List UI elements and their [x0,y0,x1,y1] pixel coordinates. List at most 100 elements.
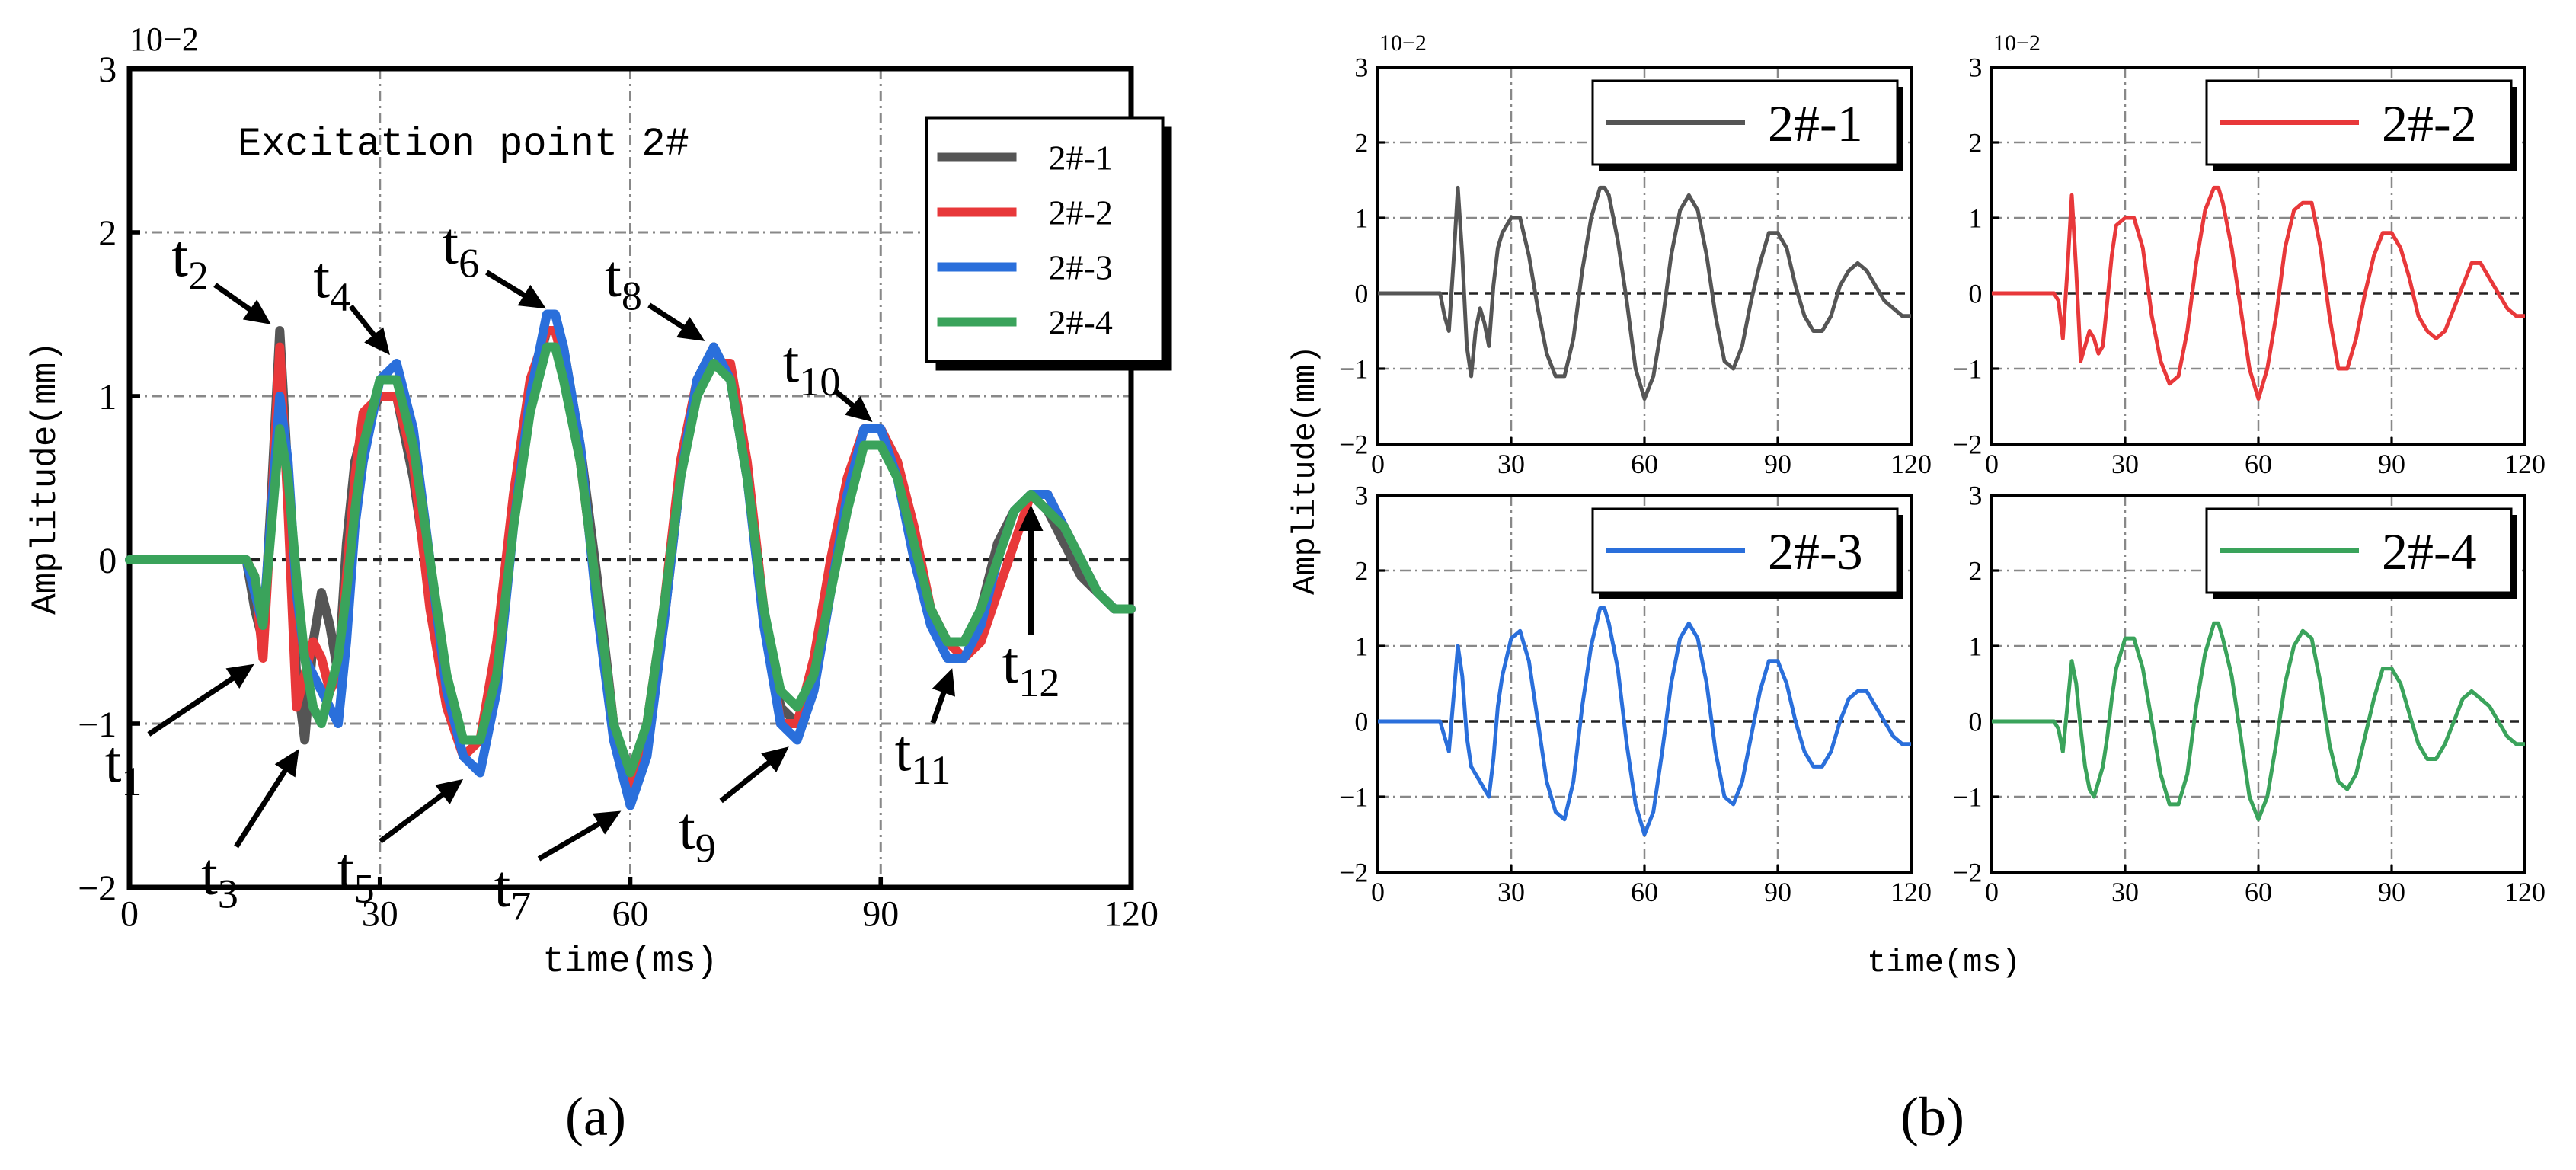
y-tick-label: 0 [1354,707,1368,737]
x-tick-label: 0 [1985,449,1999,479]
y-tick-label: 0 [1354,279,1368,309]
legend-label: 2#-2 [1049,193,1113,232]
subplot-series-line [1992,185,2525,401]
legend-label: 2#-3 [1768,523,1863,580]
x-tick-label: 90 [2378,877,2405,907]
x-tick-label: 60 [2245,877,2272,907]
annotation-arrow [485,270,531,301]
y-tick-label: 0 [1968,707,1982,737]
y-tick-label: −2 [1339,858,1368,888]
x-tick-label: 0 [1371,877,1385,907]
x-tick-label: 30 [1497,877,1525,907]
annotation-arrowhead [761,746,789,772]
x-tick-label: 60 [2245,449,2272,479]
y-tick-label: 3 [1354,53,1368,83]
subplot-2#-3: 0 30 60 90 120 −2 −1 0 1 2 3 2#-3 [1339,481,1932,907]
annotation-label-t8: t8 [605,243,642,319]
y-tick-label: 3 [1968,481,1982,511]
annotation-label-t10: t10 [783,328,841,404]
y-tick-label: 1 [1354,631,1368,662]
annotation-arrow [930,686,948,724]
subplot-2#-2: 0 30 60 90 120 −2 −1 0 1 2 3 10−2 2#-2 [1953,30,2546,479]
y-tick-label: 2 [1968,556,1982,587]
subplot-series-line [1378,606,1911,836]
y-exponent: 10−2 [1993,30,2041,56]
x-tick-label: 90 [2378,449,2405,479]
annotation-arrow [647,302,690,333]
subplot-2#-4: 0 30 60 90 120 −2 −1 0 1 2 3 2#-4 [1953,481,2546,907]
y-tick-label: 1 [1968,631,1982,662]
x-tick-label: 90 [862,893,899,934]
x-tick-label: 30 [2111,877,2139,907]
annotation-arrowhead [592,810,622,835]
legend-label: 2#-3 [1049,248,1113,287]
annotation-label-t7: t7 [494,853,532,929]
x-tick-label: 120 [2504,449,2546,479]
annotation-label-t5: t5 [337,836,375,912]
y-tick-label: 0 [1968,279,1982,309]
annotation-arrow [147,673,239,737]
y-axis-label: Amplitude(mm) [26,341,66,615]
y-tick-label: 1 [1968,203,1982,234]
x-tick-label: 0 [1985,877,1999,907]
y-tick-label: 1 [98,377,117,417]
annotation-arrowhead [435,778,464,805]
annotation-label-t2: t2 [171,222,209,299]
x-axis-label: time(ms) [542,941,718,983]
x-tick-label: 90 [1764,877,1791,907]
y-tick-label: −2 [78,868,117,909]
annotation-label-t12: t12 [1002,629,1060,705]
y-tick-label: −2 [1339,430,1368,460]
subplot-series-line [1378,185,1911,401]
annotation-arrow [379,788,449,844]
y-tick-label: −1 [78,705,117,745]
x-tick-label: 60 [612,893,649,934]
x-tick-label: 30 [1497,449,1525,479]
annotation-arrow [537,818,606,862]
x-tick-label: 90 [1764,449,1791,479]
x-tick-label: 120 [2504,877,2546,907]
subplot-series-line [1992,621,2525,822]
annotation-arrowhead [676,316,705,341]
annotation-arrowhead [932,668,955,697]
panel-a: 0 30 60 90 120 −2 −1 0 1 2 3 10−2 time(ms) Amplitude(… [26,21,1172,983]
y-tick-label: 3 [1968,53,1982,83]
y-tick-label: 3 [98,50,117,90]
annotation-arrowhead [517,284,546,309]
y-tick-label: −1 [1339,782,1368,813]
caption-b: (b) [1900,1086,1964,1147]
caption-a: (a) [565,1086,626,1147]
x-tick-label: 120 [1104,893,1159,934]
y-tick-label: 1 [1354,203,1368,234]
x-tick-label: 30 [362,893,398,934]
annotation-arrowhead [274,749,299,778]
y-tick-label: −1 [1953,354,1982,385]
legend: 2#-1 2#-2 2#-3 2#-4 [925,116,1172,371]
annotation-label-t6: t6 [442,210,479,286]
legend-label: 2#-2 [2382,94,2477,152]
annotation-arrow [234,764,291,849]
annotation-arrowhead [845,395,873,423]
x-tick-label: 0 [120,893,139,934]
annotation-label-t3: t3 [201,841,238,917]
y-tick-label: −1 [1953,782,1982,813]
y-exponent: 10−2 [129,21,199,58]
subplot-2#-1: 0 30 60 90 120 −2 −1 0 1 2 3 10−2 2#-1 [1339,30,1932,479]
legend-label: 2#-1 [1768,94,1863,152]
annotation-arrow [213,283,257,315]
y-tick-label: −2 [1953,430,1982,460]
x-tick-label: 60 [1631,877,1658,907]
y-tick-label: 2 [1354,128,1368,158]
x-tick-label: 30 [2111,449,2139,479]
annotation-label-t1: t1 [105,728,142,804]
y-tick-label: 2 [1968,128,1982,158]
annotation-arrowhead [364,327,390,356]
x-tick-label: 0 [1371,449,1385,479]
y-tick-label: 2 [1354,556,1368,587]
y-tick-label: −2 [1953,858,1982,888]
y-exponent: 10−2 [1379,30,1427,56]
x-tick-label: 120 [1890,877,1932,907]
x-tick-label: 60 [1631,449,1658,479]
